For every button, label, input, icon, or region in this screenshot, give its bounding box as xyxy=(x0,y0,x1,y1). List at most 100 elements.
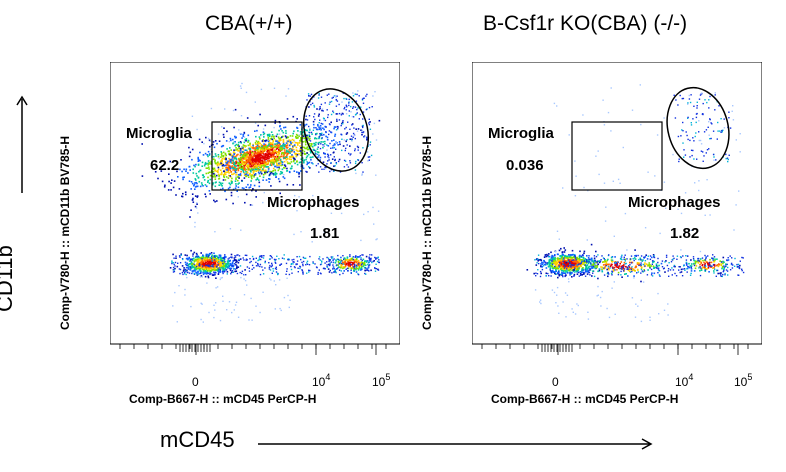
event-dot xyxy=(182,178,184,181)
event-dot xyxy=(700,262,702,264)
event-dot xyxy=(201,276,203,278)
event-dot xyxy=(605,261,607,263)
event-dot xyxy=(276,255,278,257)
event-dot xyxy=(231,270,234,272)
event-dot xyxy=(227,263,229,265)
event-dot xyxy=(268,135,271,137)
event-dot xyxy=(367,263,369,266)
event-dot xyxy=(320,96,323,98)
event-dot xyxy=(205,195,207,198)
event-dot xyxy=(637,254,639,257)
event-dot xyxy=(577,258,580,261)
event-dot xyxy=(246,117,249,119)
event-dot xyxy=(574,257,577,259)
event-dot xyxy=(637,269,639,271)
event-dot xyxy=(355,100,358,102)
event-dot xyxy=(233,142,235,144)
event-dot xyxy=(373,223,375,225)
event-dot xyxy=(576,257,578,260)
event-dot xyxy=(564,249,567,251)
event-dot xyxy=(237,183,239,185)
event-dot xyxy=(363,136,366,139)
event-dot xyxy=(215,277,217,279)
event-dot xyxy=(204,152,207,155)
event-dot xyxy=(716,258,718,260)
event-dot xyxy=(611,259,614,261)
event-dot xyxy=(299,148,302,150)
event-dot xyxy=(378,119,381,122)
event-dot xyxy=(306,155,309,157)
event-dot xyxy=(247,167,250,169)
event-dot xyxy=(272,161,275,163)
event-dot xyxy=(256,177,259,179)
event-dot xyxy=(323,133,325,136)
event-dot xyxy=(369,254,371,256)
event-dot xyxy=(366,138,368,141)
event-dot xyxy=(268,155,270,158)
event-dot xyxy=(725,269,728,271)
event-dot xyxy=(298,161,301,164)
event-dot xyxy=(214,140,217,142)
event-dot xyxy=(347,264,349,267)
event-dot xyxy=(233,257,236,259)
event-dot xyxy=(238,147,240,149)
event-dot xyxy=(168,180,170,183)
event-dot xyxy=(196,260,199,262)
event-dot xyxy=(586,273,589,275)
event-dot xyxy=(235,301,238,303)
event-dot xyxy=(611,256,614,258)
event-dot xyxy=(254,167,257,170)
event-dot xyxy=(587,262,590,265)
event-dot xyxy=(692,149,694,152)
event-dot xyxy=(323,119,325,121)
event-dot xyxy=(353,263,356,266)
event-dot xyxy=(194,270,196,272)
event-dot xyxy=(369,128,372,130)
event-dot xyxy=(241,163,244,165)
event-dot xyxy=(309,140,312,142)
event-dot xyxy=(265,170,268,173)
event-dot xyxy=(359,113,361,116)
event-dot xyxy=(332,259,334,261)
event-dot xyxy=(346,267,349,270)
event-dot xyxy=(352,92,354,94)
event-dot xyxy=(232,188,235,191)
event-dot xyxy=(198,272,200,275)
event-dot xyxy=(192,266,195,269)
event-dot xyxy=(593,255,596,257)
event-dot xyxy=(353,269,355,272)
event-dot xyxy=(727,160,729,163)
event-dot xyxy=(224,153,227,156)
event-dot xyxy=(207,162,209,165)
event-dot xyxy=(306,152,308,154)
event-dot xyxy=(704,254,706,257)
event-dot xyxy=(347,121,349,123)
event-dot xyxy=(299,184,301,186)
event-dot xyxy=(585,260,588,262)
event-dot xyxy=(602,264,605,266)
event-dot xyxy=(551,262,553,265)
event-dot xyxy=(368,259,371,262)
event-dot xyxy=(672,255,674,257)
event-dot xyxy=(332,110,334,112)
event-dot xyxy=(264,267,266,269)
event-dot xyxy=(306,148,309,151)
event-dot xyxy=(575,261,578,264)
event-dot xyxy=(328,133,330,136)
event-dot xyxy=(553,260,555,263)
event-dot xyxy=(184,191,187,193)
event-dot xyxy=(332,96,334,99)
event-dot xyxy=(203,269,205,271)
event-dot xyxy=(274,119,277,122)
event-dot xyxy=(594,259,596,261)
event-dot xyxy=(618,267,620,269)
event-dot xyxy=(656,267,659,269)
event-dot xyxy=(254,150,256,153)
event-dot xyxy=(220,159,223,161)
event-dot xyxy=(657,267,660,269)
event-dot xyxy=(257,259,259,262)
event-dot xyxy=(250,167,253,170)
event-dot xyxy=(579,263,581,266)
event-dot xyxy=(242,169,244,172)
event-dot xyxy=(327,116,329,119)
